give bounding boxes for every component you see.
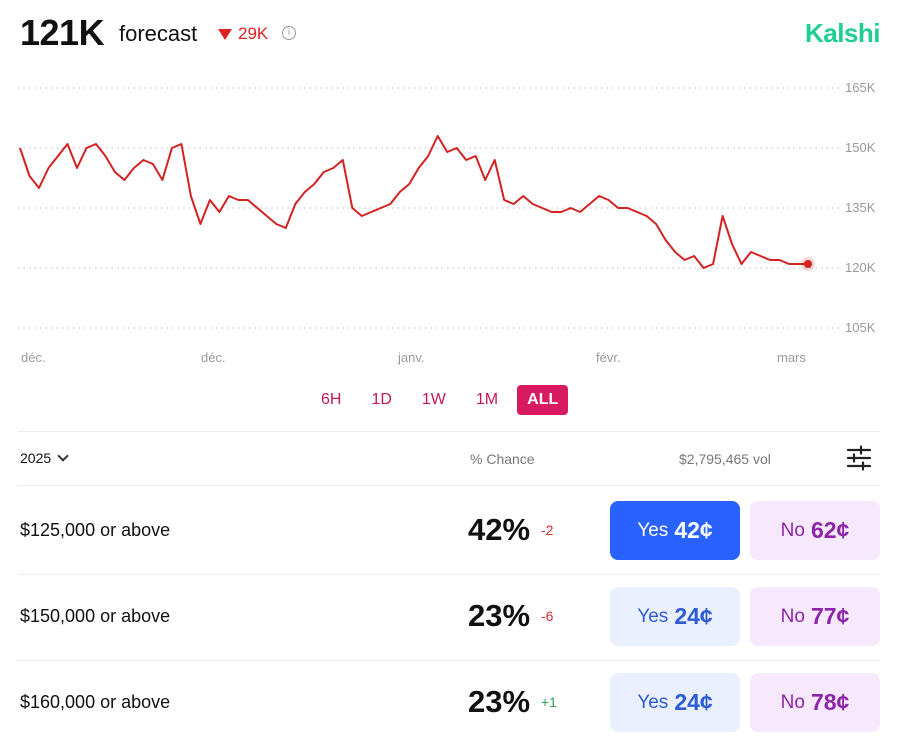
tab-1w[interactable]: 1W	[421, 391, 446, 408]
chance-delta: -2	[541, 522, 554, 538]
buy-yes-button[interactable]: Yes 42¢	[610, 501, 740, 560]
year-dropdown[interactable]: 2025	[20, 450, 69, 466]
forecast-value: 121K	[20, 12, 105, 53]
market-label: $150,000 or above	[20, 606, 171, 626]
forecast-label: forecast	[119, 21, 198, 46]
market-row[interactable]: $160,000 or above 23% +1 Yes 24¢ No 78¢	[0, 659, 902, 745]
column-header-chance: % Chance	[470, 451, 535, 467]
chance-value: 23%	[468, 598, 531, 633]
x-tick-label: déc.	[201, 350, 226, 365]
year-label: 2025	[20, 450, 52, 466]
divider	[18, 574, 880, 575]
yes-label: Yes	[637, 691, 669, 713]
x-tick-label: janv.	[397, 350, 425, 365]
divider	[18, 431, 880, 432]
y-tick-label: 150K	[845, 140, 876, 155]
y-tick-label: 120K	[845, 260, 876, 275]
chance-delta: +1	[541, 694, 557, 710]
series-line	[19, 135, 808, 269]
change-value: 29K	[238, 24, 269, 43]
buy-yes-button[interactable]: Yes 24¢	[610, 673, 740, 732]
no-price: 78¢	[810, 689, 850, 715]
yes-price: 42¢	[674, 517, 713, 543]
no-label: No	[780, 519, 805, 541]
y-tick-label: 135K	[845, 200, 876, 215]
last-point	[804, 260, 812, 268]
x-tick-label: févr.	[596, 350, 621, 365]
x-tick-label: mars	[777, 350, 806, 365]
market-row[interactable]: $150,000 or above 23% -6 Yes 24¢ No 77¢	[0, 573, 902, 659]
brand-logo[interactable]: Kalshi	[804, 18, 881, 48]
divider	[18, 485, 880, 486]
info-icon[interactable]: i	[282, 26, 296, 40]
no-label: No	[780, 605, 805, 627]
divider	[18, 660, 880, 661]
buy-no-button[interactable]: No 78¢	[750, 673, 880, 732]
tab-all[interactable]: ALL	[517, 385, 569, 415]
chevron-down-icon	[57, 450, 69, 462]
sliders-icon[interactable]	[846, 445, 872, 471]
no-price: 62¢	[810, 517, 850, 543]
market-label: $125,000 or above	[20, 520, 171, 540]
y-tick-label: 165K	[845, 80, 876, 95]
change-badge: 29K	[218, 24, 268, 44]
no-label: No	[780, 691, 805, 713]
y-tick-label: 105K	[845, 320, 876, 335]
buy-no-button[interactable]: No 62¢	[750, 501, 880, 560]
volume-label: $2,795,465 vol	[679, 451, 771, 467]
tab-6h[interactable]: 6H	[321, 391, 342, 408]
tab-1d[interactable]: 1D	[371, 391, 392, 408]
price-chart: 165K 150K 135K 120K 105K déc. déc. janv. févr. ma…	[18, 80, 876, 365]
down-triangle-icon	[218, 28, 232, 40]
tab-1m[interactable]: 1M	[475, 391, 499, 408]
yes-label: Yes	[637, 605, 669, 627]
chance-delta: -6	[541, 608, 554, 624]
market-row[interactable]: $125,000 or above 42% -2 Yes 42¢ No 62¢	[0, 487, 902, 573]
yes-price: 24¢	[674, 603, 713, 629]
chance-value: 23%	[468, 684, 531, 719]
range-tabs: 6H 1D 1W 1M ALL	[310, 385, 576, 415]
yes-label: Yes	[637, 519, 669, 541]
chance-value: 42%	[468, 512, 531, 547]
buy-yes-button[interactable]: Yes 24¢	[610, 587, 740, 646]
buy-no-button[interactable]: No 77¢	[750, 587, 880, 646]
market-label: $160,000 or above	[20, 692, 171, 712]
yes-price: 24¢	[674, 689, 713, 715]
no-price: 77¢	[810, 603, 850, 629]
x-tick-label: déc.	[21, 350, 46, 365]
